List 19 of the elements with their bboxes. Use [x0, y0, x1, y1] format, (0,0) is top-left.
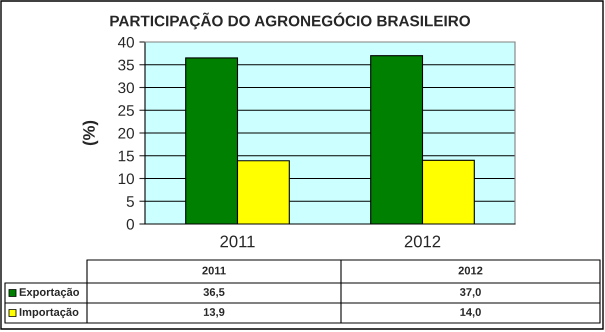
y-tick-label: 0: [126, 218, 134, 230]
y-tick-label: 5: [126, 196, 134, 207]
data-label: 13,9: [204, 308, 224, 318]
category-label: 2012: [458, 266, 482, 274]
y-tick-label: 25: [118, 105, 134, 116]
y-tick-label: 40: [118, 36, 134, 48]
legend-label: Exportação: [20, 288, 80, 298]
y-tick-label: 35: [118, 60, 134, 70]
chart-title: PARTICIPAÇÃO DO AGRONEGÓCIO BRASILEIRO: [110, 12, 470, 30]
y-tick-label: 20: [118, 128, 134, 139]
data-label: 36,5: [203, 288, 225, 298]
data-label: 37,0: [460, 288, 481, 298]
y-tick-label: 30: [118, 82, 134, 94]
y-axis-title: (%): [82, 120, 98, 146]
y-tick-label: 15: [118, 150, 134, 162]
y-tick-label: 10: [118, 173, 134, 184]
legend-label: Importação: [20, 308, 78, 318]
category-label: 2011: [202, 266, 226, 274]
data-label: 14,0: [460, 308, 481, 318]
